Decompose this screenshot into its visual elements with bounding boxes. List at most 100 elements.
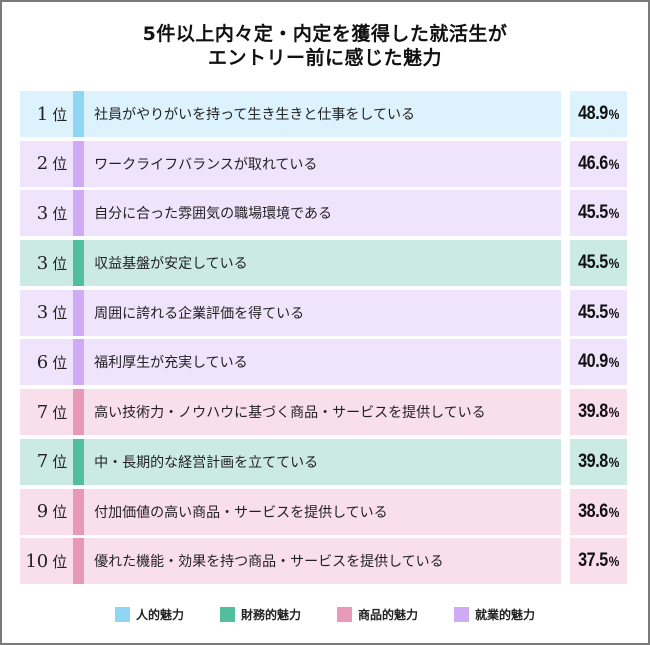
value-number: 38.6 [578,500,608,522]
rank-suffix: 位 [52,155,68,174]
rank-suffix: 位 [52,304,68,323]
category-stripe [73,538,85,585]
rank-number: 3 [36,252,49,274]
item-label: 福利厚生が充実している [84,339,562,386]
legend-swatch-icon [114,607,130,622]
value-cell: 45.5% [570,289,627,336]
value-cell: 46.6% [570,140,627,187]
legend-label: 就業的魅力 [475,608,536,622]
value-unit: % [608,304,620,321]
value-number: 39.8 [578,450,608,472]
legend: 人的魅力 財務的魅力 商品的魅力 就業的魅力 [2,606,648,623]
rank-number: 9 [36,501,49,522]
value-unit: % [608,106,620,122]
cell-divider [561,289,566,336]
value-number: 39.8 [578,401,608,423]
rank-suffix: 位 [52,105,68,124]
value-number: 40.9 [578,351,608,373]
cell-divider [561,190,566,237]
chart-title: 5件以上内々定・内定を獲得した就活生が エントリー前に感じた魅力 [2,22,648,70]
value-number: 45.5 [578,252,608,274]
item-label: 優れた機能・効果を持つ商品・サービスを提供している [84,538,562,585]
value-number: 48.9 [578,103,608,124]
value-cell: 39.8% [570,389,627,436]
item-label: 社員がやりがいを持って生き生きと仕事をしている [84,91,562,137]
category-stripe [73,389,85,436]
cell-divider [561,240,566,287]
rank-number: 6 [36,351,49,373]
cell-divider [561,140,566,187]
category-stripe [73,488,85,535]
rank-number: 10 [25,550,49,572]
rank-suffix: 位 [52,403,68,422]
value-unit: % [608,255,620,272]
value-cell: 37.5% [570,538,627,585]
cell-divider [561,339,566,386]
category-stripe [73,240,85,287]
value-cell: 40.9% [570,339,627,386]
rank-number: 1 [36,103,49,125]
value-number: 45.5 [578,202,608,224]
value-cell: 45.5% [570,190,627,237]
value-number: 45.5 [578,301,608,323]
item-label: 収益基盤が安定している [84,240,562,287]
rank-number: 2 [36,153,49,175]
value-unit: % [608,503,620,520]
legend-item-product: 商品的魅力 [337,606,418,623]
value-unit: % [608,354,620,371]
value-cell: 48.9% [570,91,627,137]
value-number: 46.6 [578,152,608,174]
legend-swatch-icon [454,607,470,622]
ranking-row-10: 10 位 優れた機能・効果を持つ商品・サービスを提供している 37.5% [20,538,632,585]
category-stripe [73,190,85,237]
rank-number: 7 [36,401,49,423]
legend-item-financial: 財務的魅力 [219,606,301,623]
item-label: 中・長期的な経営計画を立てている [84,438,562,485]
legend-label: 人的魅力 [135,608,184,622]
item-label: 自分に合った雰囲気の職場環境である [84,190,562,237]
cell-divider [561,389,566,436]
cell-divider [561,91,566,137]
rank-number: 3 [36,302,49,324]
category-stripe [73,339,85,386]
value-unit: % [608,553,620,570]
rank-cell: 10 位 [20,538,74,585]
value-unit: % [608,205,620,222]
category-stripe [73,438,85,485]
value-cell: 38.6% [570,488,627,535]
legend-item-human: 人的魅力 [114,606,184,623]
category-stripe [73,289,85,336]
cell-divider [561,438,566,485]
rank-suffix: 位 [52,353,68,372]
legend-item-work: 就業的魅力 [454,606,535,623]
category-stripe [73,140,85,187]
rank-number: 7 [36,451,49,473]
legend-swatch-icon [337,607,352,622]
value-unit: % [608,453,620,470]
rank-number: 3 [36,202,49,224]
legend-label: 商品的魅力 [358,608,419,622]
cell-divider [561,488,566,535]
title-line-1: 5件以上内々定・内定を獲得した就活生が [142,23,508,45]
item-label: 高い技術力・ノウハウに基づく商品・サービスを提供している [84,389,562,436]
title-line-2: エントリー前に感じた魅力 [207,47,442,69]
value-unit: % [608,404,620,421]
rank-suffix: 位 [52,254,68,273]
cell-divider [561,538,566,585]
